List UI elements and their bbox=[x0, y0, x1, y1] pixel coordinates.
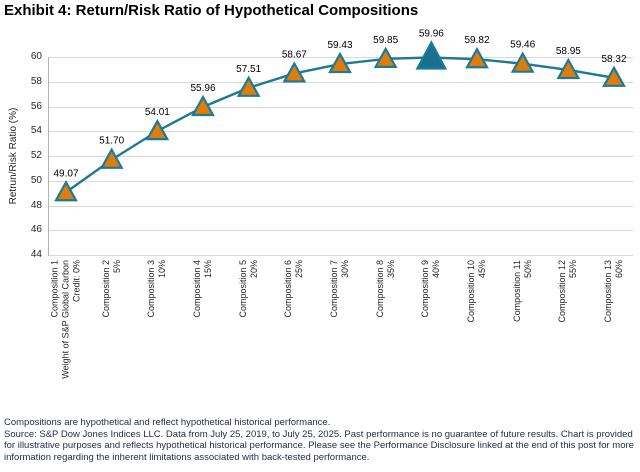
data-point-label: 59.46 bbox=[510, 40, 535, 51]
y-tick-label: 52 bbox=[30, 150, 42, 161]
data-point-label: 49.07 bbox=[53, 168, 78, 179]
gridline bbox=[48, 107, 633, 108]
x-axis-label: Composition 10 45% bbox=[466, 260, 488, 410]
data-point-marker bbox=[191, 94, 215, 117]
x-axis-label-line: 45% bbox=[477, 260, 487, 279]
x-axis-label: Composition 13 60% bbox=[603, 260, 625, 410]
data-point-marker bbox=[54, 179, 78, 202]
y-tick-label: 48 bbox=[30, 200, 42, 211]
data-point-label: 57.51 bbox=[236, 64, 261, 75]
data-point-label: 59.43 bbox=[327, 40, 352, 51]
x-axis-label-line: Composition 1 bbox=[49, 260, 60, 318]
x-axis-label: Composition 6 25% bbox=[283, 260, 305, 410]
data-point-label: 51.70 bbox=[99, 136, 124, 147]
x-axis-label: Composition 3 10% bbox=[146, 260, 168, 410]
y-tick-label: 44 bbox=[30, 249, 42, 260]
x-axis-label-line: 40% bbox=[431, 260, 442, 279]
x-axis-label-line: 25% bbox=[294, 260, 305, 279]
data-point-marker-highlight bbox=[415, 40, 448, 70]
x-axis-label-line: 10% bbox=[157, 260, 168, 279]
footnote-source: Source: S&P Dow Jones Indices LLC. Data … bbox=[4, 428, 634, 463]
x-axis-label-line: Composition 6 bbox=[283, 260, 294, 318]
x-axis-label-line: Composition 5 bbox=[237, 260, 248, 318]
gridline bbox=[48, 181, 633, 182]
x-axis-label-line: Credit: 0% bbox=[71, 260, 82, 303]
y-tick-label: 50 bbox=[30, 175, 42, 186]
gridline bbox=[48, 156, 633, 157]
x-axis-label: Composition 1 Weight of S&P Global Carbon… bbox=[50, 260, 83, 410]
y-tick-label: 56 bbox=[30, 101, 42, 112]
x-axis-label-line: Composition 7 bbox=[329, 260, 339, 318]
x-axis-label-line: Composition 12 bbox=[557, 260, 568, 323]
footnote-hypothetical: Compositions are hypothetical and reflec… bbox=[4, 417, 331, 428]
data-point-marker bbox=[282, 61, 307, 83]
data-point-marker bbox=[236, 75, 261, 97]
x-axis-label: Composition 8 35% bbox=[375, 260, 397, 410]
y-tick-label: 58 bbox=[30, 76, 42, 87]
x-axis-label-line: 55% bbox=[568, 260, 579, 279]
x-axis-label-line: Composition 8 bbox=[374, 260, 385, 318]
gridline bbox=[48, 255, 633, 256]
data-point-marker bbox=[328, 51, 352, 74]
gridline bbox=[48, 206, 633, 207]
data-point-marker bbox=[99, 147, 124, 169]
x-axis-label: Composition 9 40% bbox=[420, 260, 442, 410]
x-axis-label-line: Composition 3 bbox=[146, 260, 157, 318]
series-plot: 49.07 51.70 54.01 55.96 57.51 58.67 59.43 59.85… bbox=[53, 28, 627, 202]
data-point-marker bbox=[556, 57, 581, 80]
y-tick-label: 60 bbox=[30, 51, 42, 62]
data-point-label: 54.01 bbox=[145, 107, 170, 118]
x-axis-label-line: 60% bbox=[614, 260, 624, 279]
gridline bbox=[48, 82, 633, 83]
data-point-marker bbox=[145, 118, 170, 141]
x-axis-label-line: Weight of S&P Global Carbon bbox=[60, 260, 71, 379]
footnotes: Compositions are hypothetical and reflec… bbox=[4, 417, 638, 463]
x-axis-label: Composition 12 55% bbox=[557, 260, 579, 410]
x-axis-label: Composition 5 20% bbox=[238, 260, 260, 410]
y-tick-label: 46 bbox=[30, 224, 42, 235]
x-axis-label: Composition 4 15% bbox=[192, 260, 214, 410]
x-axis-label-line: Composition 2 bbox=[100, 260, 111, 318]
data-point-label: 59.82 bbox=[464, 35, 489, 46]
series-line bbox=[65, 56, 615, 194]
gridline bbox=[48, 131, 633, 132]
line-chart: Retrun/Risk Ratio (%) 60 58 56 54 52 50 48 46 44… bbox=[8, 28, 633, 410]
chart-title: Exhibit 4: Return/Risk Ratio of Hypothet… bbox=[4, 2, 419, 19]
x-axis-label-line: Composition 11 bbox=[511, 260, 522, 322]
data-point-marker bbox=[602, 65, 626, 87]
data-point-label: 58.32 bbox=[601, 54, 626, 65]
x-axis-label: Composition 11 50% bbox=[512, 260, 534, 410]
data-point-label: 58.95 bbox=[556, 46, 581, 57]
x-axis-label-line: 5% bbox=[111, 260, 122, 274]
gridline bbox=[48, 230, 633, 231]
x-axis-label-line: 20% bbox=[248, 260, 259, 279]
data-point-marker bbox=[510, 51, 535, 73]
data-point-label: 58.67 bbox=[282, 49, 307, 60]
x-axis-label-line: Composition 10 bbox=[466, 260, 476, 323]
data-point-marker bbox=[373, 46, 398, 68]
x-axis-label-line: Composition 13 bbox=[603, 260, 613, 323]
x-axis-label: Composition 7 30% bbox=[329, 260, 351, 410]
data-point-label: 59.96 bbox=[419, 28, 444, 39]
x-axis-label: Composition 2 5% bbox=[101, 260, 123, 410]
x-axis-label-line: 35% bbox=[385, 260, 396, 279]
x-axis-label-line: Composition 9 bbox=[420, 260, 431, 318]
x-axis-label-line: 15% bbox=[203, 260, 213, 279]
x-axis-label-line: Composition 4 bbox=[192, 260, 202, 318]
y-axis-line bbox=[48, 57, 49, 256]
y-tick-label: 54 bbox=[30, 125, 42, 136]
data-point-label: 59.85 bbox=[373, 35, 398, 46]
data-point-label: 55.96 bbox=[190, 83, 215, 94]
data-point-marker bbox=[465, 46, 489, 69]
x-axis-label-line: 30% bbox=[340, 260, 350, 279]
x-axis-label-line: 50% bbox=[522, 260, 533, 279]
